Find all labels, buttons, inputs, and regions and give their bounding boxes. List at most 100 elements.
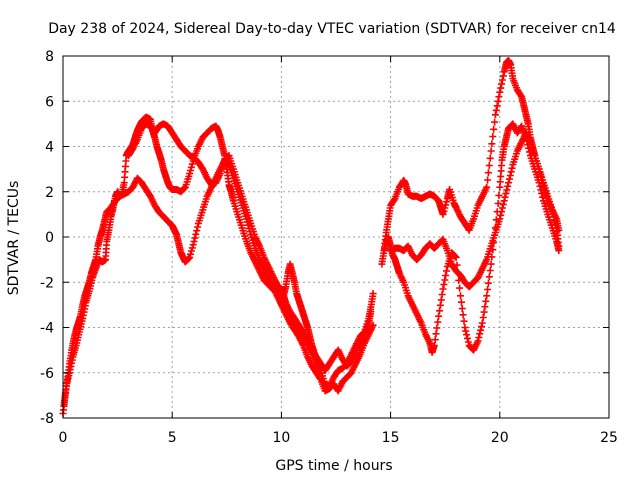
data-point <box>498 76 506 84</box>
data-point <box>435 312 443 320</box>
series-track-e <box>378 120 563 356</box>
data-point <box>459 311 467 319</box>
series-track-d <box>277 260 322 372</box>
x-tick-label: 25 <box>600 430 618 446</box>
data-point <box>452 253 460 261</box>
data-point <box>433 324 441 332</box>
data-point <box>495 191 503 199</box>
y-tick-label: -6 <box>40 366 54 382</box>
data-point <box>495 93 503 101</box>
data-point <box>390 196 398 204</box>
data-point <box>490 125 498 133</box>
data-point <box>552 220 560 228</box>
data-point <box>463 331 471 339</box>
x-tick-label: 5 <box>168 430 177 446</box>
data-point <box>443 198 450 206</box>
data-point <box>506 172 514 179</box>
data-point <box>499 72 507 80</box>
data-point <box>483 292 491 300</box>
data-point <box>477 326 485 334</box>
data-point <box>187 167 194 174</box>
data-point <box>501 193 509 201</box>
data-point <box>475 334 483 341</box>
data-point <box>493 102 501 110</box>
x-tick-label: 15 <box>382 430 400 446</box>
data-point <box>443 267 450 275</box>
data-point <box>316 374 324 382</box>
data-point <box>491 111 499 119</box>
data-point <box>486 267 494 274</box>
data-point <box>496 88 504 96</box>
data-point <box>191 234 199 242</box>
data-point <box>505 179 512 187</box>
data-point <box>437 296 445 304</box>
data-point <box>488 140 496 148</box>
data-point <box>187 163 195 171</box>
y-tick-label: 8 <box>45 49 54 65</box>
data-point <box>503 186 511 194</box>
data-point <box>190 238 198 245</box>
chart-title: Day 238 of 2024, Sidereal Day-to-day VTE… <box>48 21 616 37</box>
data-point <box>456 284 464 292</box>
data-point <box>180 184 188 192</box>
y-tick-label: 0 <box>45 230 54 246</box>
x-tick-label: 20 <box>491 430 509 446</box>
data-point <box>461 324 469 331</box>
data-point <box>487 260 495 268</box>
data-point <box>498 204 506 212</box>
data-point <box>441 276 449 284</box>
data-point <box>464 338 472 346</box>
y-tick-label: -2 <box>40 275 54 291</box>
data-point <box>451 253 459 260</box>
x-tick-labels: 0 5 10 15 20 25 <box>59 430 618 446</box>
series-track-g <box>387 129 563 291</box>
y-axis-label: SDTVAR / TECUs <box>6 181 22 296</box>
data-point <box>194 223 201 231</box>
data-point <box>482 297 490 305</box>
data-point <box>315 364 322 372</box>
y-tick-label: 2 <box>45 185 54 201</box>
data-point <box>434 318 442 326</box>
data-point <box>457 292 464 300</box>
data-point <box>430 342 438 350</box>
data-point <box>458 305 466 312</box>
data-point <box>485 273 493 281</box>
data-point <box>431 336 439 344</box>
data-point <box>502 190 510 198</box>
data-point <box>185 254 193 262</box>
data-point <box>369 290 377 298</box>
data-point <box>442 272 450 279</box>
data-point <box>555 242 563 250</box>
data-point <box>551 217 559 225</box>
data-point <box>187 250 194 258</box>
y-tick-label: 4 <box>45 140 54 156</box>
y-tick-label: 6 <box>45 94 54 110</box>
data-point <box>491 118 499 126</box>
data-point <box>549 210 557 217</box>
data-point <box>188 244 196 252</box>
data-point <box>489 133 497 140</box>
data-point <box>498 80 505 88</box>
data-point <box>481 303 489 311</box>
data-point <box>439 210 447 218</box>
data-point <box>440 207 448 215</box>
data-point <box>508 164 516 172</box>
data-point <box>485 162 493 169</box>
data-point <box>457 298 465 306</box>
data-point <box>484 286 492 293</box>
data-point <box>442 201 450 209</box>
y-tick-label: -4 <box>40 321 54 337</box>
data-point <box>494 200 502 207</box>
x-axis-label: GPS time / hours <box>275 458 392 474</box>
data-point <box>439 285 447 293</box>
data-point <box>487 147 495 155</box>
data-point <box>436 307 443 315</box>
data-point <box>438 291 446 298</box>
y-tick-label: -8 <box>40 411 54 427</box>
data-point <box>479 314 487 321</box>
x-tick-label: 10 <box>272 430 290 446</box>
data-point <box>460 317 468 325</box>
data-point <box>492 106 500 114</box>
x-tick-label: 0 <box>59 430 68 446</box>
